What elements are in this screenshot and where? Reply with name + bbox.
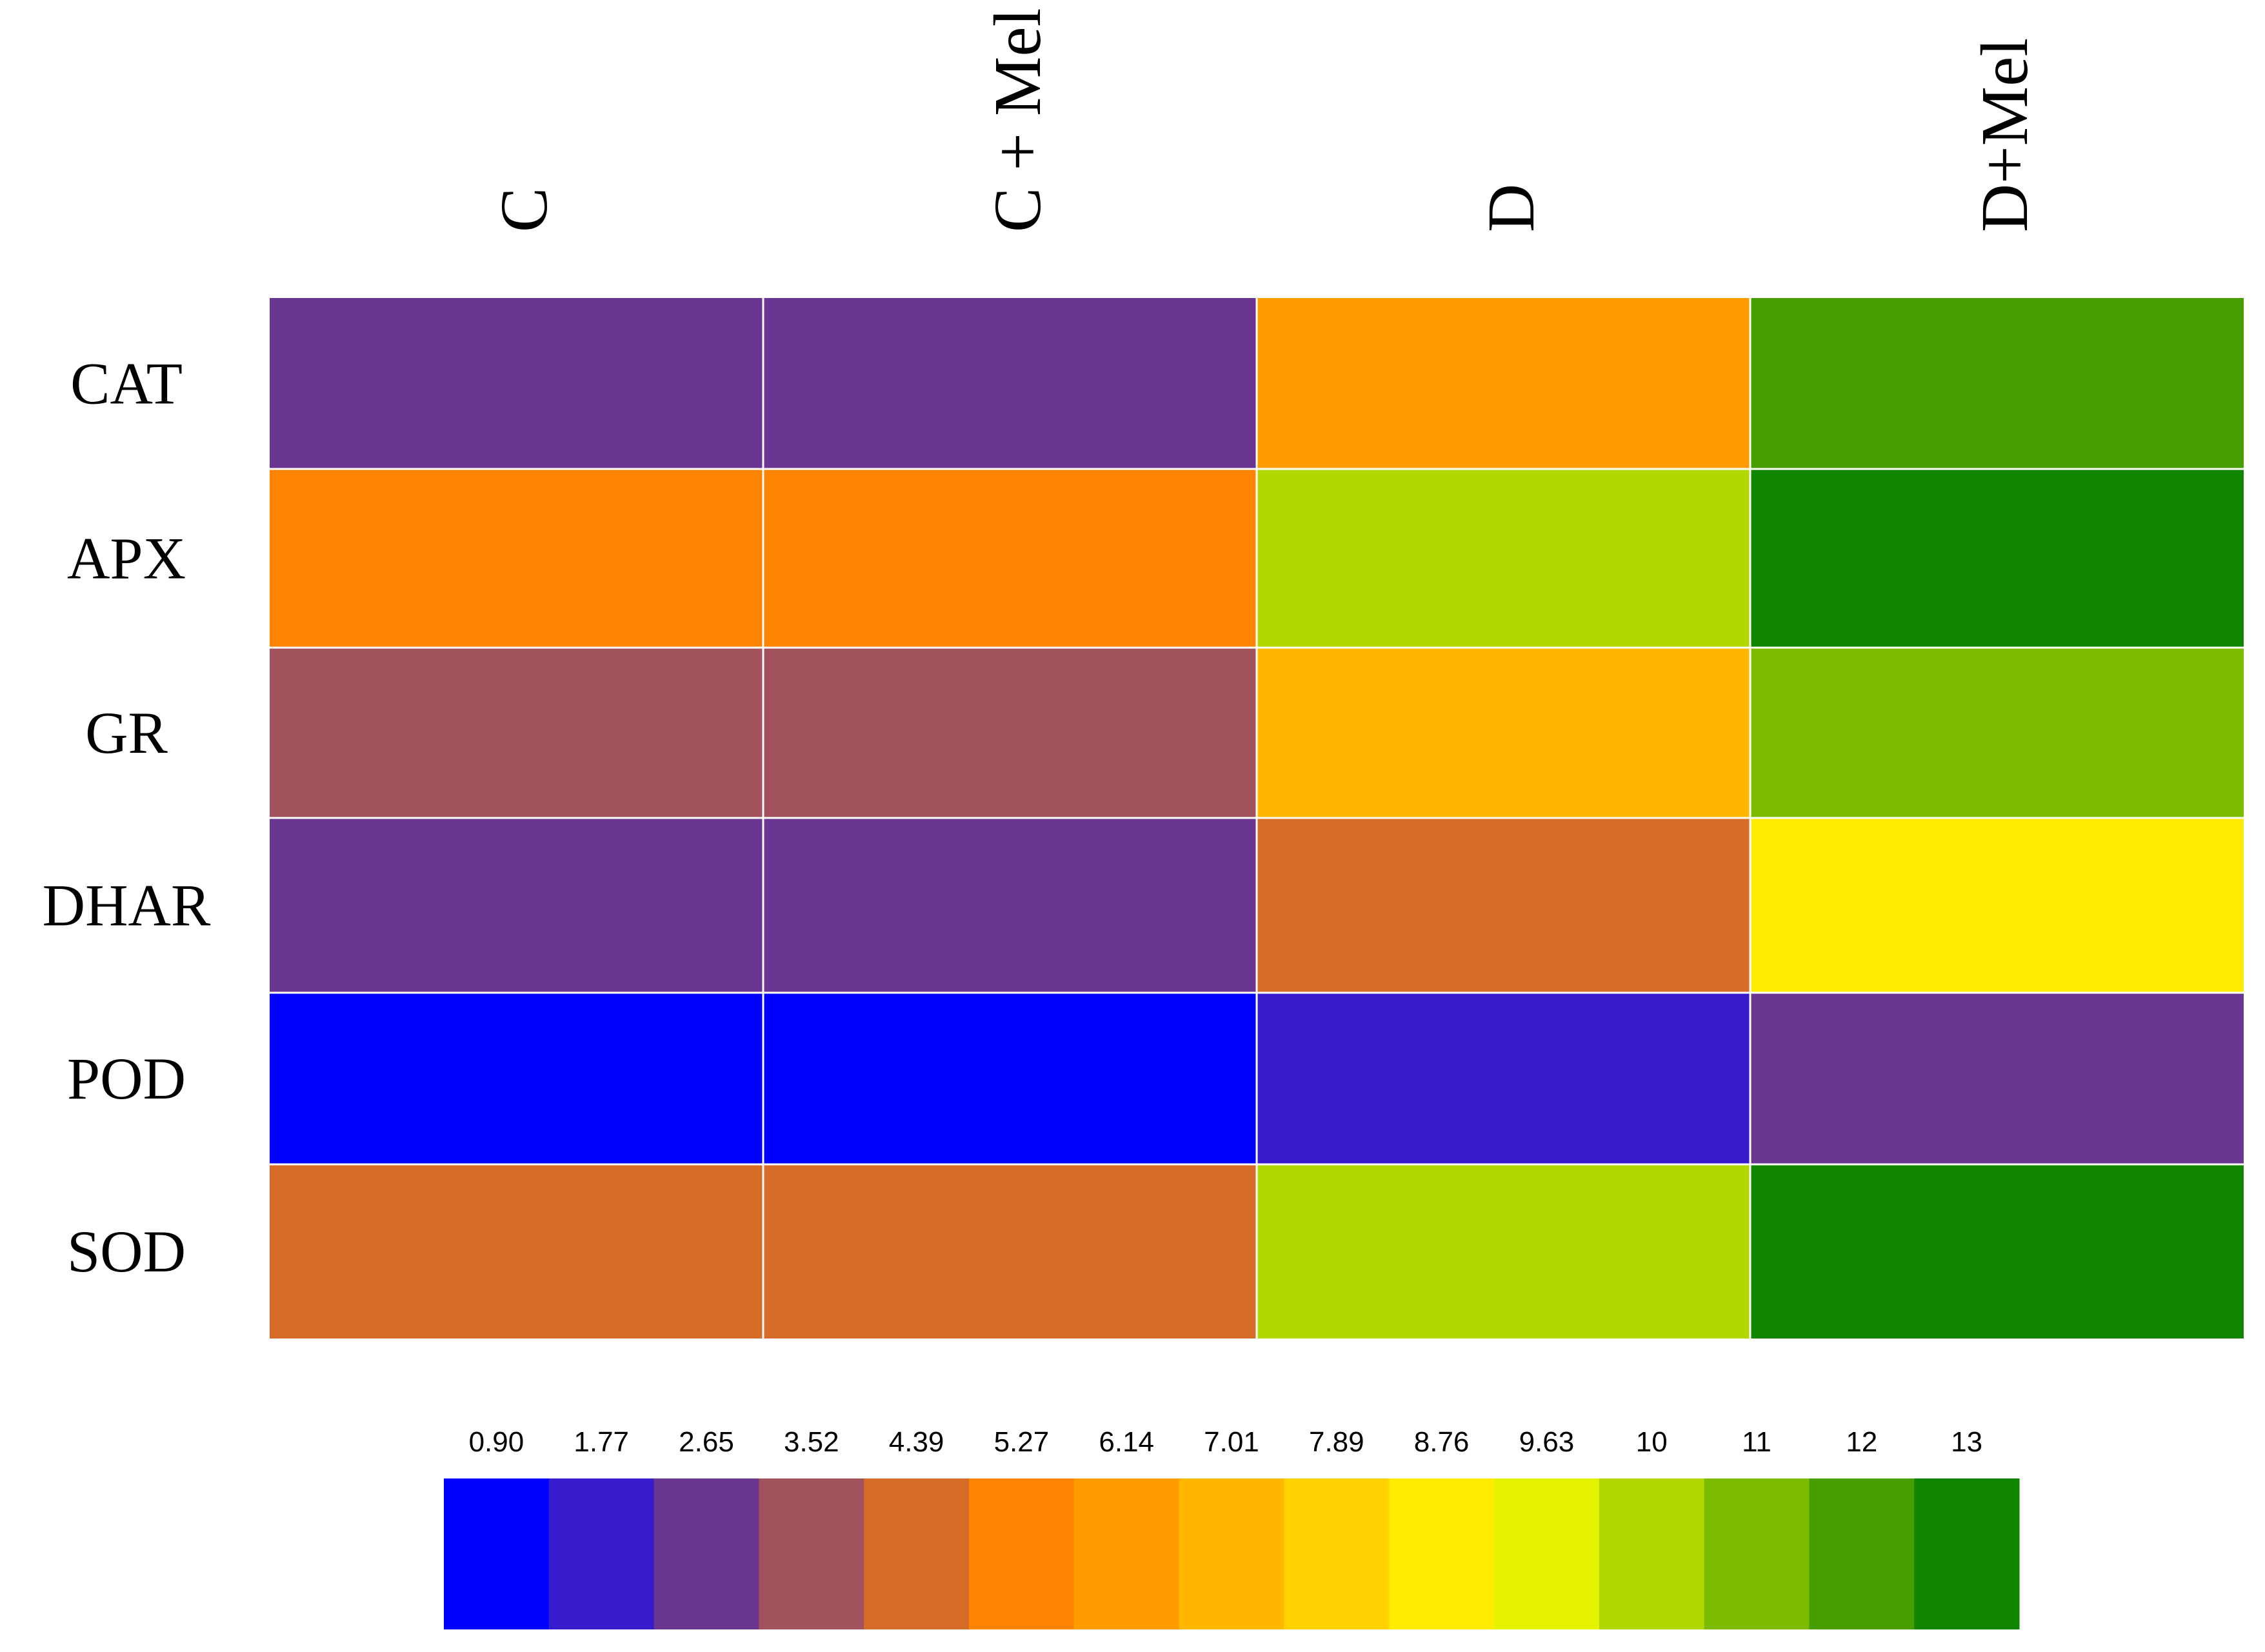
column-label: C + Mel: [981, 8, 1055, 232]
legend-tick-label: 6.14: [1099, 1426, 1154, 1458]
heatmap-cell-gr-3: [1257, 648, 1750, 818]
legend-swatch: [1809, 1478, 1915, 1629]
heatmap-cell-pod-1: [270, 993, 763, 1164]
legend-swatch: [864, 1478, 970, 1629]
heatmap-cell-dhar-3: [1257, 818, 1750, 993]
heatmap-cell-cat-3: [1257, 298, 1750, 469]
legend-tick-label: 0.90: [469, 1426, 524, 1458]
legend-tick-label: 12: [1846, 1426, 1877, 1458]
heatmap-cell-apx-3: [1257, 469, 1750, 648]
row-label: SOD: [67, 1219, 186, 1284]
legend-swatch: [1179, 1478, 1284, 1629]
heatmap-cell-gr-2: [763, 648, 1257, 818]
heatmap-cell-apx-4: [1750, 469, 2244, 648]
heatmap-cell-gr-4: [1750, 648, 2244, 818]
heatmap-cell-cat-2: [763, 298, 1257, 469]
heatmap-cell-dhar-2: [763, 818, 1257, 993]
legend-swatch: [1704, 1478, 1810, 1629]
legend-swatch: [654, 1478, 759, 1629]
heatmap-cell-dhar-4: [1750, 818, 2244, 993]
legend-tick-label: 7.89: [1309, 1426, 1364, 1458]
row-label: APX: [67, 526, 186, 592]
heatmap-cell-sod-3: [1257, 1164, 1750, 1339]
heatmap-cell-pod-3: [1257, 993, 1750, 1164]
heatmap-cell-cat-4: [1750, 298, 2244, 469]
legend-tick-label: 4.39: [889, 1426, 944, 1458]
legend-swatch: [444, 1478, 550, 1629]
color-legend: 0.90 1.77 2.65 3.52 4.39 5.27 6.14 7.01 7.89 8.76…: [444, 1426, 2020, 1629]
legend-swatch: [969, 1478, 1075, 1629]
heatmap-cell-cat-1: [270, 298, 763, 469]
row-label: POD: [67, 1046, 186, 1111]
legend-swatch: [1073, 1478, 1180, 1629]
heatmap-cell-sod-1: [270, 1164, 763, 1339]
column-labels: C C + Mel D D+Mel: [487, 8, 2042, 232]
legend-tick-label: 3.52: [784, 1426, 839, 1458]
heatmap-cell-sod-2: [763, 1164, 1257, 1339]
legend-tick-label: 2.65: [679, 1426, 734, 1458]
column-label: D: [1474, 184, 1548, 232]
legend-swatch: [1494, 1478, 1600, 1629]
heatmap-cell-dhar-1: [270, 818, 763, 993]
heatmap-cell-apx-1: [270, 469, 763, 648]
heatmap-cell-gr-1: [270, 648, 763, 818]
legend-swatch: [759, 1478, 864, 1629]
heatmap-cell-pod-2: [763, 993, 1257, 1164]
legend-tick-label: 13: [1951, 1426, 1982, 1458]
column-label: D+Mel: [1968, 38, 2042, 232]
row-label: DHAR: [43, 873, 211, 939]
legend-tick-label: 1.77: [574, 1426, 629, 1458]
legend-swatch: [1599, 1478, 1705, 1629]
legend-swatch: [1389, 1478, 1495, 1629]
heatmap-cell-pod-4: [1750, 993, 2244, 1164]
legend-tick-label: 10: [1636, 1426, 1668, 1458]
row-label: CAT: [70, 351, 183, 417]
legend-tick-label: 8.76: [1414, 1426, 1470, 1458]
legend-tick-label: 5.27: [994, 1426, 1050, 1458]
legend-tick-label: 9.63: [1519, 1426, 1575, 1458]
legend-swatch: [548, 1478, 655, 1629]
legend-swatch: [1914, 1478, 2020, 1629]
heatmap-cell-apx-2: [763, 469, 1257, 648]
row-label: GR: [85, 700, 168, 766]
row-labels: CAT APX GR DHAR POD SOD: [43, 351, 211, 1285]
heatmap-cell-sod-4: [1750, 1164, 2244, 1339]
cell-gridlines: [270, 298, 2244, 1339]
legend-tick-label: 11: [1742, 1426, 1771, 1458]
legend-swatch: [1284, 1478, 1390, 1629]
legend-tick-label: 7.01: [1204, 1426, 1259, 1458]
column-label: C: [487, 188, 561, 232]
heatmap-cells: [270, 298, 2244, 1339]
